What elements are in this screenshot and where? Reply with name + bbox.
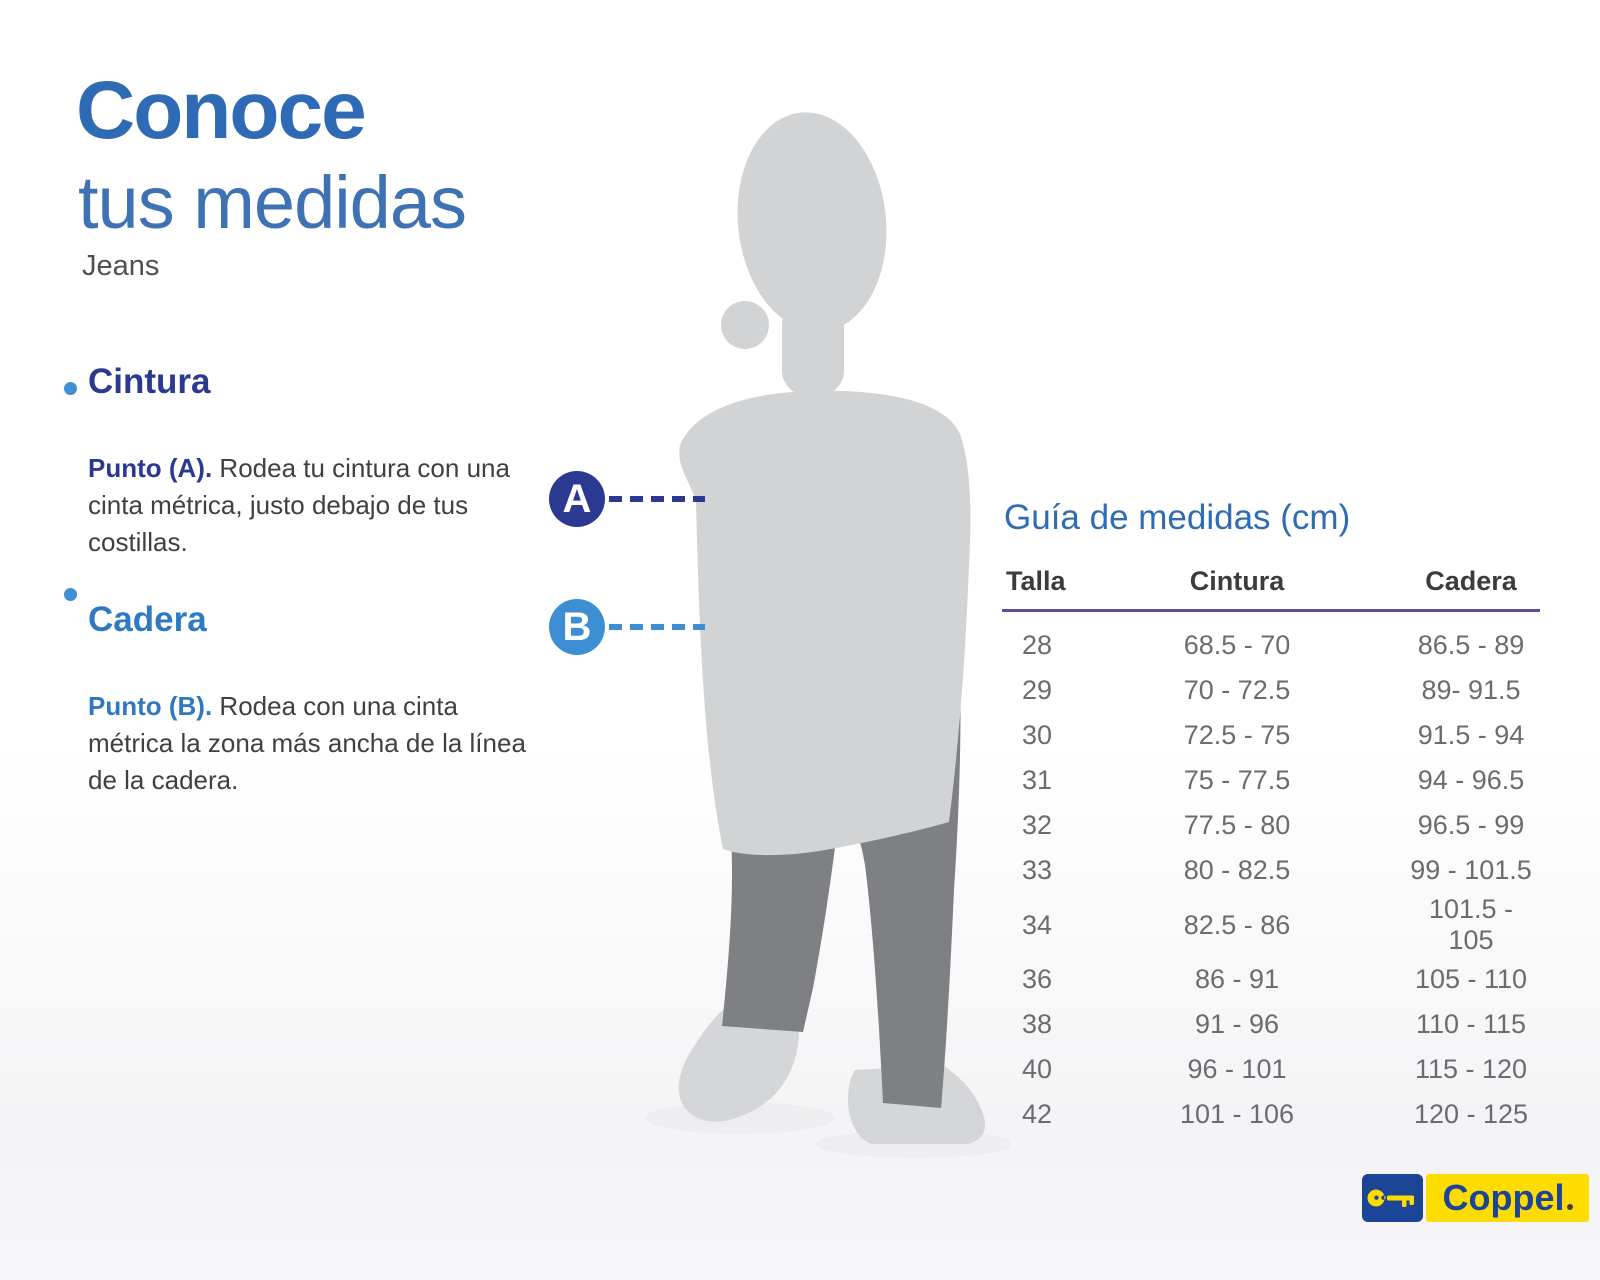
waist-cell: 77.5 - 80	[1183, 810, 1291, 840]
size-cell: 38	[1021, 1009, 1053, 1039]
hip-dashed-line	[609, 624, 705, 630]
table-header-row: Talla Cintura Cadera	[1002, 566, 1540, 612]
person-silhouette	[645, 112, 1010, 1158]
hip-cell: 115 - 120	[1414, 1054, 1528, 1084]
size-cell: 31	[1021, 765, 1053, 795]
cintura-instructions: Rodea tu cintura con una cinta métrica, …	[88, 453, 510, 557]
waist-cell: 82.5 - 86	[1183, 909, 1291, 940]
section-heading-cintura: Cintura	[88, 362, 211, 401]
section-text-cadera: Punto (B). Rodea con una cinta métrica l…	[88, 688, 540, 799]
waist-cell: 75 - 77.5	[1183, 765, 1291, 795]
page-subtitle: tus medidas	[78, 161, 467, 244]
waist-dashed-line	[609, 496, 705, 502]
table-row: 29 70 - 72.5 89- 91.5	[1002, 668, 1540, 713]
coppel-wordmark: Coppel	[1442, 1177, 1565, 1218]
waist-cell: 80 - 82.5	[1183, 855, 1291, 885]
hip-cell: 120 - 125	[1413, 1099, 1529, 1129]
table-row: 42 101 - 106 120 - 125	[1002, 1092, 1540, 1137]
marker-a-letter: A	[562, 476, 592, 521]
coppel-logo: Coppel	[1362, 1174, 1589, 1222]
wordmark-dot-icon	[1566, 1204, 1573, 1210]
table-row: 32 77.5 - 80 96.5 - 99	[1002, 803, 1540, 848]
column-header-cintura: Cintura	[1072, 566, 1402, 612]
size-cell: 28	[1021, 630, 1053, 660]
marker-a-badge: A	[549, 471, 605, 527]
waist-cell: 101 - 106	[1179, 1099, 1295, 1129]
size-table-body: 28 68.5 - 70 86.5 - 89 29 70 - 72.5 89- 91.5…	[1002, 611, 1540, 1138]
waist-cell: 72.5 - 75	[1183, 720, 1291, 750]
point-a-label: Punto (A).	[88, 453, 213, 483]
hip-cell: 91.5 - 94	[1417, 720, 1525, 750]
hip-cell: 86.5 - 89	[1417, 630, 1525, 660]
table-row: 33 80 - 82.5 99 - 101.5	[1002, 848, 1540, 893]
category-label: Jeans	[82, 250, 160, 282]
table-row: 38 91 - 96 110 - 115	[1002, 1002, 1540, 1047]
cadera-instructions: Rodea con una cinta métrica la zona más …	[88, 691, 526, 795]
table-row: 40 96 - 101 115 - 120	[1002, 1047, 1540, 1092]
table-row: 30 72.5 - 75 91.5 - 94	[1002, 713, 1540, 758]
size-cell: 29	[1021, 675, 1053, 705]
hip-cell: 94 - 96.5	[1417, 765, 1525, 795]
head-and-shirt	[679, 112, 971, 856]
table-row: 31 75 - 77.5 94 - 96.5	[1002, 758, 1540, 803]
column-header-cadera: Cadera	[1402, 566, 1540, 612]
marker-b-badge: B	[549, 599, 605, 655]
column-header-talla: Talla	[1002, 566, 1072, 612]
section-text-cintura: Punto (A). Rodea tu cintura con una cint…	[88, 450, 540, 561]
section-heading-cadera: Cadera	[88, 600, 207, 639]
waist-cell: 68.5 - 70	[1183, 630, 1291, 660]
coppel-wordmark-box: Coppel	[1426, 1174, 1589, 1222]
waist-cell: 86 - 91	[1194, 964, 1280, 994]
size-guide-table: Talla Cintura Cadera 28 68.5 - 70 86.5 - 8…	[1002, 566, 1540, 1137]
size-cell: 40	[1021, 1054, 1053, 1084]
marker-b-letter: B	[562, 604, 592, 649]
hip-cell: 96.5 - 99	[1417, 810, 1525, 840]
size-cell: 36	[1021, 964, 1053, 994]
table-row: 36 86 - 91 105 - 110	[1002, 957, 1540, 1002]
size-cell: 33	[1021, 855, 1053, 885]
hip-cell: 105 - 110	[1414, 964, 1528, 994]
size-cell: 32	[1021, 810, 1053, 840]
table-row: 34 82.5 - 86 101.5 - 105	[1002, 893, 1540, 957]
point-b-label: Punto (B).	[88, 691, 213, 721]
size-guide-title: Guía de medidas (cm)	[1004, 498, 1351, 537]
bullet-icon	[64, 588, 77, 601]
size-cell: 34	[1021, 909, 1053, 940]
table-row: 28 68.5 - 70 86.5 - 89	[1002, 611, 1540, 669]
size-cell: 30	[1021, 720, 1053, 750]
waist-cell: 91 - 96	[1194, 1009, 1280, 1039]
waist-cell: 96 - 101	[1187, 1054, 1287, 1084]
hip-cell: 110 - 115	[1415, 1009, 1527, 1039]
page-title: Conoce	[76, 65, 367, 156]
size-cell: 42	[1021, 1099, 1053, 1129]
hip-cell: 89- 91.5	[1421, 675, 1521, 705]
bullet-icon	[64, 382, 77, 395]
hip-cell: 101.5 - 105	[1428, 894, 1514, 955]
key-icon	[1362, 1174, 1423, 1222]
waist-cell: 70 - 72.5	[1183, 675, 1291, 705]
hip-cell: 99 - 101.5	[1410, 855, 1532, 885]
